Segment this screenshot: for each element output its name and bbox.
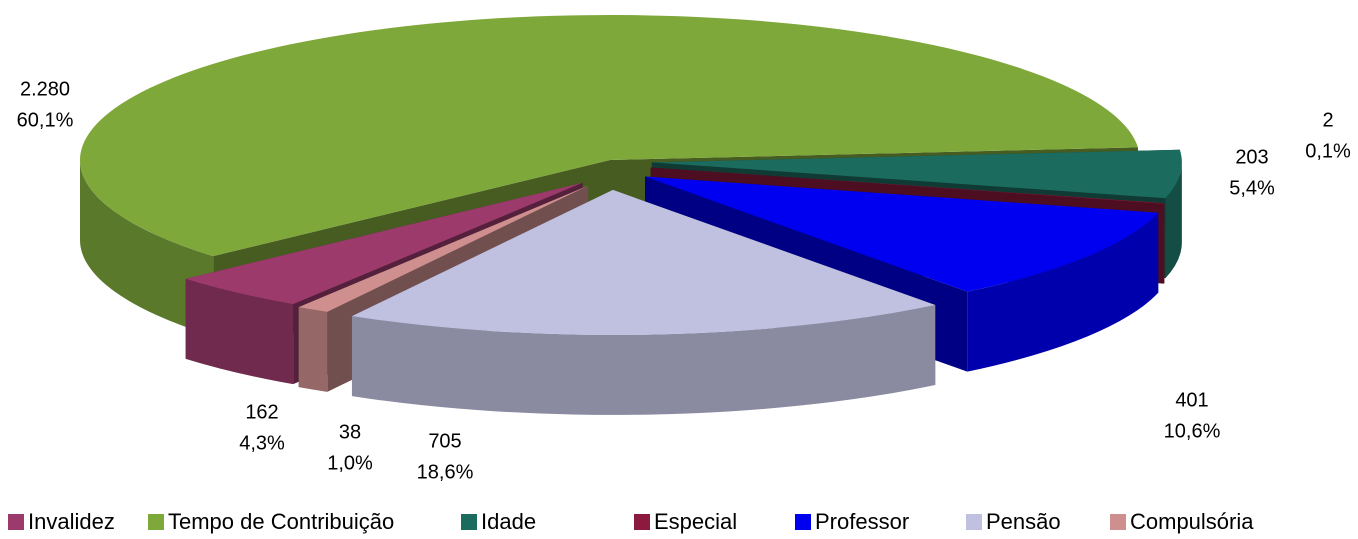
- legend: Invalidez Tempo de Contribuição Idade Espec…: [8, 509, 1254, 534]
- legend-swatch: [461, 514, 477, 530]
- legend-label: Invalidez: [28, 509, 115, 534]
- percent-label: 0,1%: [1305, 140, 1351, 162]
- legend-swatch: [795, 514, 811, 530]
- value-label: 2: [1322, 109, 1333, 131]
- legend-swatch: [966, 514, 982, 530]
- value-label: 705: [428, 430, 461, 452]
- pie: [80, 15, 1182, 415]
- legend-label: Especial: [654, 509, 737, 534]
- value-label: 401: [1175, 389, 1208, 411]
- percent-label: 18,6%: [417, 461, 474, 483]
- legend-swatch: [634, 514, 650, 530]
- value-label: 2.280: [20, 78, 70, 100]
- value-label: 203: [1235, 146, 1268, 168]
- legend-label: Pensão: [986, 509, 1061, 534]
- percent-label: 60,1%: [17, 109, 74, 131]
- legend-label: Idade: [481, 509, 536, 534]
- legend-label: Tempo de Contribuição: [168, 509, 394, 534]
- legend-label: Professor: [815, 509, 909, 534]
- legend-swatch: [148, 514, 164, 530]
- value-label: 162: [245, 401, 278, 423]
- percent-label: 1,0%: [327, 452, 373, 474]
- legend-swatch: [8, 514, 24, 530]
- percent-label: 10,6%: [1164, 420, 1221, 442]
- percent-label: 5,4%: [1229, 177, 1275, 199]
- value-label: 38: [339, 421, 361, 443]
- legend-swatch: [1110, 514, 1126, 530]
- legend-label: Compulsória: [1130, 509, 1254, 534]
- slice-wall: [299, 307, 328, 392]
- percent-label: 4,3%: [239, 432, 285, 454]
